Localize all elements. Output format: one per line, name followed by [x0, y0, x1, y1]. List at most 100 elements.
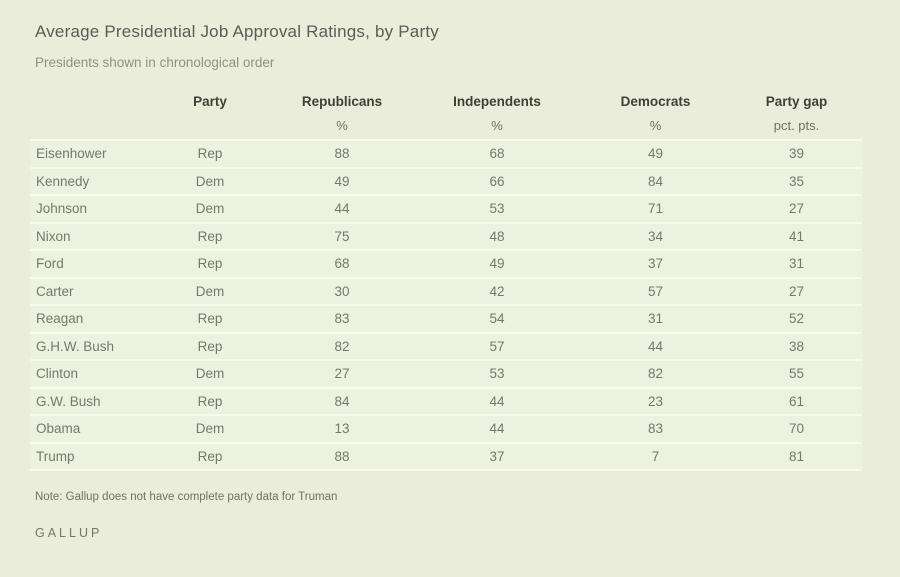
page-title: Average Presidential Job Approval Rating… [35, 22, 439, 41]
gallup-logo: GALLUP [35, 526, 103, 540]
table-row: Kennedy Dem 49 66 84 35 [30, 166, 862, 194]
republicans-cell: 49 [334, 173, 350, 189]
party-gap-cell: 70 [788, 421, 805, 437]
content-area: Average Presidential Job Approval Rating… [30, 22, 862, 540]
party-cell: Rep [197, 311, 223, 327]
president-cell: G.H.W. Bush [36, 338, 115, 354]
independents-cell: 53 [489, 201, 505, 217]
table-row: Obama Dem 13 44 83 70 [30, 414, 862, 442]
party-gap-cell: 41 [788, 228, 805, 244]
democrats-cell: 82 [647, 366, 664, 382]
party-cell: Rep [197, 146, 223, 162]
president-cell: G.W. Bush [36, 393, 101, 409]
democrats-cell: 49 [647, 146, 664, 162]
republicans-cell: 13 [334, 421, 350, 437]
unit-party-gap: pct. pts. [773, 117, 820, 133]
independents-cell: 44 [489, 421, 505, 437]
table-row: Clinton Dem 27 53 82 55 [30, 359, 862, 387]
democrats-cell: 7 [651, 448, 660, 464]
president-cell: Ford [36, 256, 64, 272]
democrats-cell: 84 [647, 173, 664, 189]
president-cell: Eisenhower [36, 146, 107, 162]
republicans-cell: 88 [334, 146, 350, 162]
independents-cell: 37 [489, 448, 505, 464]
column-header-president [30, 91, 150, 111]
republicans-cell: 82 [334, 338, 350, 354]
party-cell: Rep [197, 338, 223, 354]
footnote: Note: Gallup does not have complete part… [35, 491, 338, 503]
party-cell: Rep [197, 256, 223, 272]
party-gap-cell: 61 [788, 393, 805, 409]
party-cell: Rep [197, 228, 223, 244]
unit-party [150, 111, 270, 139]
party-cell: Dem [195, 366, 225, 382]
president-cell: Nixon [36, 228, 71, 244]
independents-cell: 48 [489, 228, 505, 244]
party-gap-cell: 38 [788, 338, 805, 354]
unit-republicans: % [336, 117, 348, 133]
republicans-cell: 88 [334, 448, 350, 464]
table-row: Trump Rep 88 37 7 81 [30, 441, 862, 469]
party-cell: Dem [195, 173, 225, 189]
democrats-cell: 83 [647, 421, 664, 437]
republicans-cell: 75 [334, 228, 350, 244]
democrats-cell: 44 [647, 338, 664, 354]
column-header-party: Party [193, 93, 227, 109]
independents-cell: 44 [489, 393, 505, 409]
table-row: Johnson Dem 44 53 71 27 [30, 194, 862, 222]
party-cell: Dem [195, 201, 225, 217]
democrats-cell: 37 [647, 256, 664, 272]
party-cell: Dem [195, 283, 225, 299]
independents-cell: 57 [489, 338, 505, 354]
party-gap-cell: 55 [788, 366, 805, 382]
president-cell: Kennedy [36, 173, 90, 189]
independents-cell: 66 [489, 173, 505, 189]
page-subtitle: Presidents shown in chronological order [35, 55, 275, 70]
table-row: G.H.W. Bush Rep 82 57 44 38 [30, 331, 862, 359]
independents-cell: 49 [489, 256, 505, 272]
party-cell: Dem [195, 421, 225, 437]
democrats-cell: 23 [647, 393, 664, 409]
table-header-row: Party Republicans Independents Democrats… [30, 91, 862, 111]
unit-independents: % [491, 117, 503, 133]
party-gap-cell: 39 [788, 146, 805, 162]
democrats-cell: 31 [647, 311, 664, 327]
party-gap-cell: 31 [788, 256, 805, 272]
column-header-republicans: Republicans [301, 93, 383, 109]
party-cell: Rep [197, 448, 223, 464]
independents-cell: 68 [489, 146, 505, 162]
republicans-cell: 68 [334, 256, 350, 272]
republicans-cell: 44 [334, 201, 350, 217]
party-gap-cell: 27 [788, 283, 805, 299]
republicans-cell: 84 [334, 393, 350, 409]
president-cell: Johnson [36, 201, 88, 217]
party-gap-cell: 81 [788, 448, 805, 464]
democrats-cell: 57 [647, 283, 664, 299]
table-body: Eisenhower Rep 88 68 49 39 Kennedy Dem 49 66 84 35 J… [30, 139, 862, 471]
column-header-democrats: Democrats [620, 93, 691, 109]
independents-cell: 54 [489, 311, 505, 327]
independents-cell: 53 [489, 366, 505, 382]
president-cell: Obama [36, 421, 81, 437]
party-cell: Rep [197, 393, 223, 409]
table-row: Nixon Rep 75 48 34 41 [30, 221, 862, 249]
president-cell: Reagan [36, 311, 84, 327]
independents-cell: 42 [489, 283, 505, 299]
party-gap-cell: 27 [788, 201, 805, 217]
president-cell: Clinton [36, 366, 79, 382]
table-units-row: % % % pct. pts. [30, 111, 862, 139]
unit-president [30, 111, 150, 139]
democrats-cell: 71 [647, 201, 664, 217]
party-gap-cell: 52 [788, 311, 805, 327]
party-gap-cell: 35 [788, 173, 805, 189]
unit-democrats: % [649, 117, 662, 133]
table-row: Ford Rep 68 49 37 31 [30, 249, 862, 277]
approval-ratings-table: Party Republicans Independents Democrats… [30, 91, 862, 471]
table-row: G.W. Bush Rep 84 44 23 61 [30, 386, 862, 414]
republicans-cell: 30 [334, 283, 350, 299]
president-cell: Carter [36, 283, 74, 299]
column-header-independents: Independents [453, 93, 541, 109]
table-row: Carter Dem 30 42 57 27 [30, 276, 862, 304]
democrats-cell: 34 [647, 228, 664, 244]
